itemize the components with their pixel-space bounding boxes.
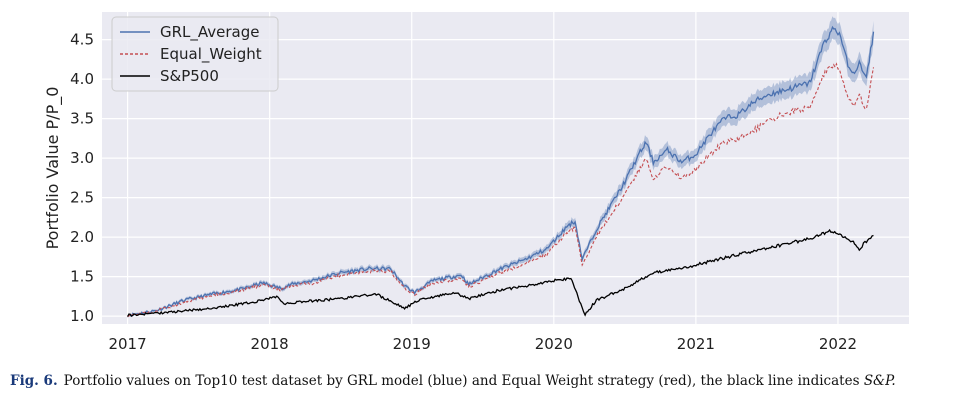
caption-symbol: S&P. bbox=[863, 373, 896, 389]
y-tick-label: 1.5 bbox=[70, 268, 94, 286]
y-tick-labels: 1.0 1.5 2.0 2.5 3.0 3.5 4.0 4.5 bbox=[70, 31, 94, 325]
y-tick-label: 3.5 bbox=[70, 110, 94, 128]
legend-box bbox=[111, 16, 279, 92]
series-line-s-p500 bbox=[127, 228, 874, 317]
figure-caption: Fig. 6. Portfolio values on Top10 test da… bbox=[10, 373, 950, 389]
legend-label: Equal_Weight bbox=[160, 45, 262, 64]
y-gridlines bbox=[102, 39, 909, 317]
series-line-equal-weight bbox=[127, 62, 875, 318]
legend-label: GRL_Average bbox=[160, 23, 260, 42]
series-lines bbox=[127, 25, 875, 318]
legend-label: S&P500 bbox=[160, 67, 219, 85]
y-tick-label: 4.0 bbox=[70, 70, 94, 88]
caption-text: Portfolio values on Top10 test dataset b… bbox=[63, 373, 860, 389]
x-tick-labels: 2017 2018 2019 2020 2021 2022 bbox=[108, 335, 857, 353]
legend: GRL_Average Equal_Weight S&P500 bbox=[111, 16, 279, 92]
series-line-grl-average bbox=[127, 25, 875, 318]
y-tick-label: 4.5 bbox=[70, 31, 94, 49]
x-tick-label: 2022 bbox=[819, 335, 857, 353]
x-tick-label: 2017 bbox=[108, 335, 146, 353]
x-tick-label: 2019 bbox=[393, 335, 431, 353]
y-tick-label: 3.0 bbox=[70, 149, 94, 167]
x-tick-label: 2018 bbox=[251, 335, 289, 353]
y-tick-label: 2.5 bbox=[70, 189, 94, 207]
x-tick-label: 2021 bbox=[677, 335, 715, 353]
x-tick-label: 2020 bbox=[535, 335, 573, 353]
y-tick-label: 1.0 bbox=[70, 307, 94, 325]
y-axis-label: Portfolio Value P/P_0 bbox=[43, 87, 63, 250]
y-tick-label: 2.0 bbox=[70, 228, 94, 246]
caption-label: Fig. 6. bbox=[10, 373, 58, 389]
